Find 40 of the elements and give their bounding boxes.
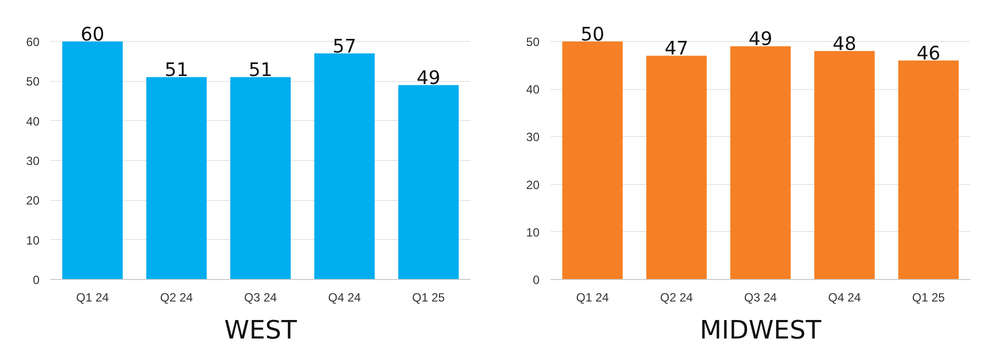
- x-tick-label: Q4 24: [828, 290, 862, 304]
- bar: [562, 41, 623, 280]
- x-tick-label: Q1 25: [412, 290, 446, 304]
- data-label: 50: [580, 24, 604, 46]
- y-tick-label: 60: [26, 34, 40, 49]
- y-tick-label: 30: [526, 130, 540, 144]
- y-tick-label: 40: [526, 82, 540, 97]
- data-label: 60: [80, 24, 104, 46]
- bar: [898, 60, 959, 280]
- y-tick-label: 10: [26, 233, 40, 248]
- x-tick-label: Q4 24: [328, 290, 362, 304]
- data-label: 51: [248, 60, 272, 82]
- x-tick-label: Q2 24: [660, 290, 694, 304]
- bar: [646, 56, 707, 280]
- y-tick-label: 40: [26, 114, 40, 128]
- x-tick-label: Q1 25: [912, 290, 946, 304]
- y-tick-label: 50: [526, 34, 540, 49]
- y-tick-label: 20: [526, 178, 540, 192]
- y-tick-label: 30: [26, 154, 40, 168]
- y-tick-label: 50: [26, 74, 40, 89]
- y-tick-label: 0: [532, 273, 540, 287]
- bar: [814, 50, 875, 280]
- data-label: 49: [748, 29, 772, 50]
- text: WEST: [224, 314, 298, 344]
- data-label: 48: [832, 34, 856, 55]
- bar: [730, 46, 791, 280]
- x-tick-label: Q2 24: [160, 290, 194, 304]
- data-label: 51: [164, 60, 188, 82]
- x-tick-label: Q1 24: [76, 290, 110, 304]
- data-label: 46: [916, 43, 940, 64]
- y-tick-label: 20: [26, 194, 40, 208]
- data-label: 49: [416, 68, 440, 90]
- text: MIDWEST: [700, 314, 822, 344]
- x-tick-label: Q3 24: [244, 290, 278, 304]
- y-tick-label: 0: [32, 273, 40, 287]
- x-tick-label: Q3 24: [744, 290, 778, 304]
- data-label: 47: [664, 38, 688, 60]
- data-label: 57: [332, 36, 356, 58]
- x-tick-label: Q1 24: [576, 290, 610, 304]
- y-tick-label: 10: [526, 225, 540, 240]
